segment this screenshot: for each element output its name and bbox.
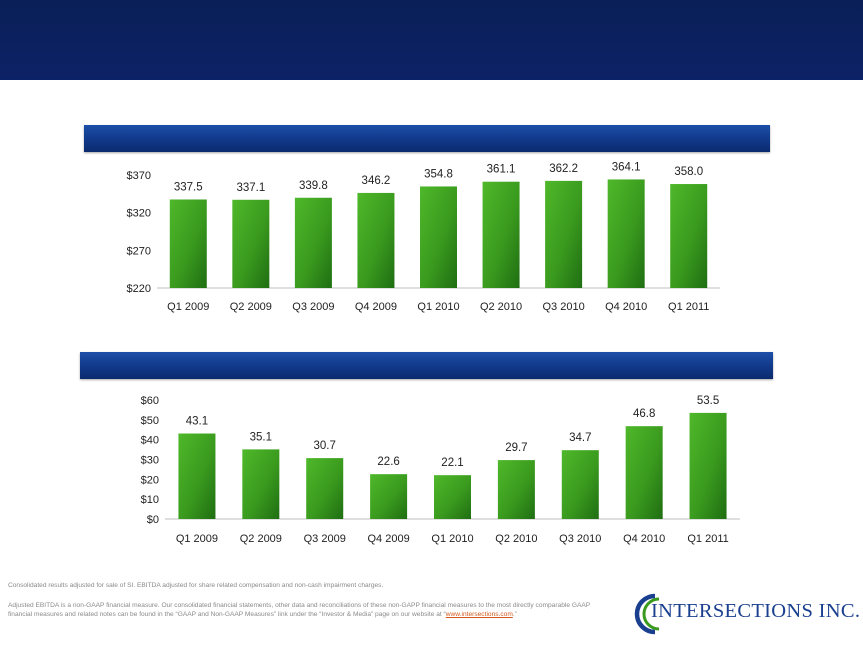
ebitda-bar-chart: $0 $10 $20 $30 $40 $50 $60 43.1 Q1 2009 35.1 Q2 20… xyxy=(141,395,740,545)
x-tick-label: Q1 2009 xyxy=(167,301,209,313)
x-tick-label: Q2 2010 xyxy=(495,533,537,545)
website-link[interactable]: www.intersections.com xyxy=(445,611,513,618)
y-tick-label: $10 xyxy=(141,494,159,506)
data-label: 35.1 xyxy=(250,431,272,443)
bar-q1-2011 xyxy=(670,184,708,288)
y-tick-label: $370 xyxy=(127,170,151,182)
bar-q3-2010 xyxy=(561,450,599,519)
bar-q1-2010 xyxy=(434,475,471,519)
y-tick-label: $20 xyxy=(141,474,159,486)
data-label: 22.6 xyxy=(377,456,399,468)
data-label: 46.8 xyxy=(633,408,655,420)
data-label: 43.1 xyxy=(186,416,208,428)
x-tick-label: Q2 2009 xyxy=(240,533,282,545)
data-label: 53.5 xyxy=(697,395,719,407)
company-logo-text: INTERSECTIONS INC. xyxy=(651,600,861,622)
x-tick-label: Q3 2009 xyxy=(292,301,334,313)
x-tick-label: Q1 2011 xyxy=(687,533,728,545)
chart-2-header-bar xyxy=(80,352,773,379)
data-label: 34.7 xyxy=(569,432,591,444)
x-tick-label: Q2 2009 xyxy=(230,301,272,313)
top-banner xyxy=(0,0,863,80)
y-tick-label: $60 xyxy=(141,395,159,407)
bar-q1-2009 xyxy=(178,433,216,519)
bar-q2-2010 xyxy=(482,181,520,288)
x-tick-label: Q3 2010 xyxy=(559,533,601,545)
x-tick-label: Q4 2010 xyxy=(605,301,647,313)
data-label: 361.1 xyxy=(487,164,516,176)
y-tick-label: $0 xyxy=(147,514,159,526)
bar-q3-2009 xyxy=(306,458,344,519)
bar-q2-2009 xyxy=(232,199,270,288)
x-tick-label: Q2 2010 xyxy=(480,301,522,313)
data-label: 339.8 xyxy=(299,180,328,192)
bar-q4-2009 xyxy=(357,192,395,288)
intersections-logo-mark xyxy=(634,593,660,635)
data-label: 337.5 xyxy=(174,181,203,193)
revenue-bar-chart: $220 $270 $320 $370 337.5 Q1 2009 337.1 Q2 2009… xyxy=(127,161,720,313)
data-label: 29.7 xyxy=(505,442,527,454)
x-tick-label: Q1 2011 xyxy=(668,301,709,313)
data-label: 364.1 xyxy=(612,161,641,173)
data-label: 362.2 xyxy=(549,163,578,175)
y-tick-label: $220 xyxy=(127,283,151,295)
bar-q2-2009 xyxy=(242,449,280,519)
data-label: 358.0 xyxy=(674,166,703,178)
x-tick-label: Q1 2010 xyxy=(417,301,459,313)
data-label: 346.2 xyxy=(362,175,391,187)
x-tick-label: Q4 2009 xyxy=(355,301,397,313)
bar-q2-2010 xyxy=(497,460,535,519)
x-tick-label: Q4 2010 xyxy=(623,533,665,545)
bar-q1-2010 xyxy=(420,186,457,288)
y-tick-label: $30 xyxy=(141,455,159,467)
x-tick-label: Q1 2010 xyxy=(431,533,473,545)
y-tick-label: $270 xyxy=(127,245,151,257)
y-tick-label: $50 xyxy=(141,415,159,427)
y-tick-label: $320 xyxy=(127,208,151,220)
footnote-non-gaap-end: .” xyxy=(512,611,517,618)
x-tick-label: Q4 2009 xyxy=(368,533,410,545)
y-tick-label: $40 xyxy=(141,435,159,447)
data-label: 30.7 xyxy=(314,440,336,452)
x-tick-label: Q3 2009 xyxy=(304,533,346,545)
data-label: 354.8 xyxy=(424,168,453,180)
chart-1-header-bar xyxy=(84,125,770,152)
x-tick-label: Q1 2009 xyxy=(176,533,218,545)
bar-q4-2009 xyxy=(370,474,408,519)
bar-q3-2009 xyxy=(294,197,332,288)
bar-q1-2009 xyxy=(169,199,207,288)
x-tick-label: Q3 2010 xyxy=(543,301,585,313)
bar-q3-2010 xyxy=(545,180,583,288)
data-label: 22.1 xyxy=(441,457,463,469)
footnote-adjustments: Consolidated results adjusted for sale o… xyxy=(8,582,384,589)
data-label: 337.1 xyxy=(236,182,265,194)
footnote-non-gaap-text: Adjusted EBITDA is a non-GAAP financial … xyxy=(8,602,591,618)
bar-q4-2010 xyxy=(625,426,663,519)
bar-q4-2010 xyxy=(607,179,645,288)
bar-q1-2011 xyxy=(689,412,727,519)
footnote-non-gaap: Adjusted EBITDA is a non-GAAP financial … xyxy=(8,601,608,619)
